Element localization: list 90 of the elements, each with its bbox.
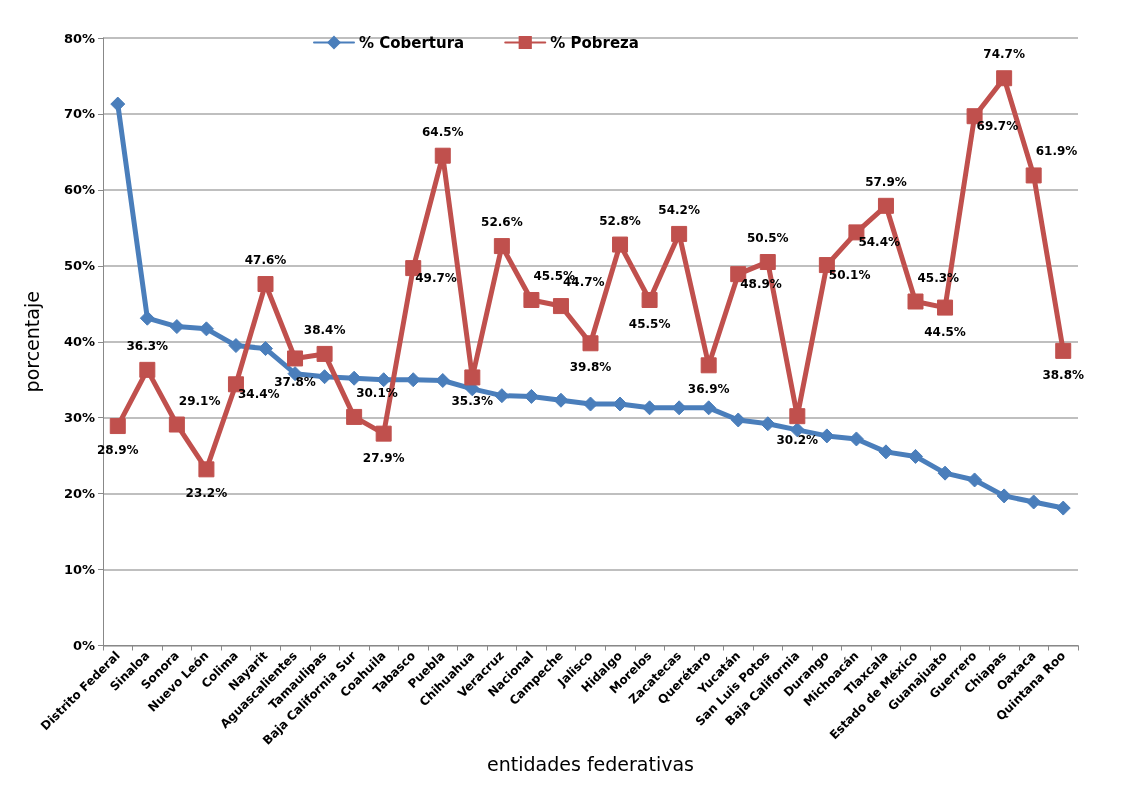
y-tick-label: 40%: [63, 334, 95, 350]
x-axis-title: entidades federativas: [487, 752, 694, 775]
data-label: 50.5%: [746, 231, 789, 246]
point: [494, 388, 510, 404]
data-label: 37.8%: [274, 375, 316, 390]
point: [376, 372, 392, 388]
data-label: 52.6%: [481, 215, 523, 230]
point: [701, 400, 717, 416]
data-label: 29.1%: [178, 393, 221, 408]
point: [730, 412, 746, 428]
point: [583, 396, 598, 412]
point: [641, 291, 658, 308]
y-tick-label: 80%: [63, 30, 95, 46]
point: [139, 310, 155, 326]
point: [1055, 500, 1071, 516]
data-label: 36.3%: [126, 338, 169, 353]
point: [967, 472, 983, 488]
point: [996, 488, 1012, 504]
point: [1055, 342, 1072, 359]
y-tick-label: 70%: [63, 106, 95, 122]
data-label: 50.1%: [828, 268, 871, 283]
y-tick-label: 30%: [63, 410, 95, 426]
data-label: 34.4%: [237, 387, 280, 402]
point: [789, 408, 806, 425]
data-label: 57.9%: [865, 174, 907, 189]
data-label: 52.8%: [599, 213, 641, 228]
point: [908, 448, 923, 464]
point: [287, 350, 304, 367]
data-label: 45.5%: [628, 316, 671, 331]
data-label: 38.4%: [303, 322, 346, 337]
y-tick-label: 10%: [63, 562, 95, 578]
point: [1025, 167, 1042, 184]
point: [671, 225, 688, 242]
point: [760, 416, 776, 432]
point: [819, 428, 835, 444]
point: [198, 461, 215, 478]
y-tick-label: 20%: [63, 486, 95, 502]
data-label: 44.5%: [924, 324, 966, 339]
point: [848, 431, 864, 447]
point: [110, 96, 126, 112]
data-label: 30.2%: [776, 433, 819, 448]
data-label: 64.5%: [421, 124, 464, 139]
point: [937, 299, 954, 316]
point: [1026, 494, 1042, 510]
y-tick-label: 0%: [72, 638, 95, 654]
y-tick-label: 50%: [63, 258, 95, 274]
point: [552, 298, 569, 315]
data-label: 74.7%: [983, 47, 1025, 62]
point: [878, 444, 894, 460]
point: [523, 291, 540, 308]
point: [169, 319, 185, 335]
point: [493, 238, 510, 255]
data-label: 23.2%: [185, 486, 228, 501]
point: [375, 425, 392, 442]
point: [582, 335, 599, 352]
point: [877, 197, 894, 214]
legend-label: % Cobertura: [359, 33, 465, 52]
point: [198, 321, 214, 337]
point: [996, 70, 1013, 87]
point: [434, 147, 451, 164]
point: [109, 418, 126, 435]
data-label: 39.8%: [569, 360, 612, 375]
y-tick-label: 60%: [63, 182, 95, 198]
data-label: 27.9%: [362, 450, 405, 465]
point: [464, 369, 481, 386]
legend-label: % Pobreza: [550, 33, 639, 52]
data-label: 54.2%: [658, 202, 700, 217]
point: [907, 293, 924, 310]
point: [257, 276, 274, 293]
point: [168, 416, 185, 433]
point: [612, 236, 629, 253]
point: [258, 341, 273, 357]
point: [228, 338, 244, 354]
point: [316, 345, 333, 362]
point: [553, 392, 569, 408]
point: [317, 369, 333, 385]
point: [435, 372, 451, 388]
data-label: 35.3%: [451, 394, 494, 409]
point: [937, 465, 953, 481]
point: [759, 254, 776, 271]
data-label: 61.9%: [1035, 144, 1078, 159]
data-label: 36.9%: [687, 382, 730, 397]
data-label: 47.6%: [244, 253, 287, 268]
point: [346, 408, 363, 425]
point: [700, 357, 717, 374]
data-label: 49.7%: [415, 271, 457, 286]
data-label: 28.9%: [96, 443, 139, 458]
point: [139, 361, 156, 378]
y-axis-title: porcentaje: [20, 291, 43, 393]
data-label: 38.8%: [1042, 367, 1085, 382]
